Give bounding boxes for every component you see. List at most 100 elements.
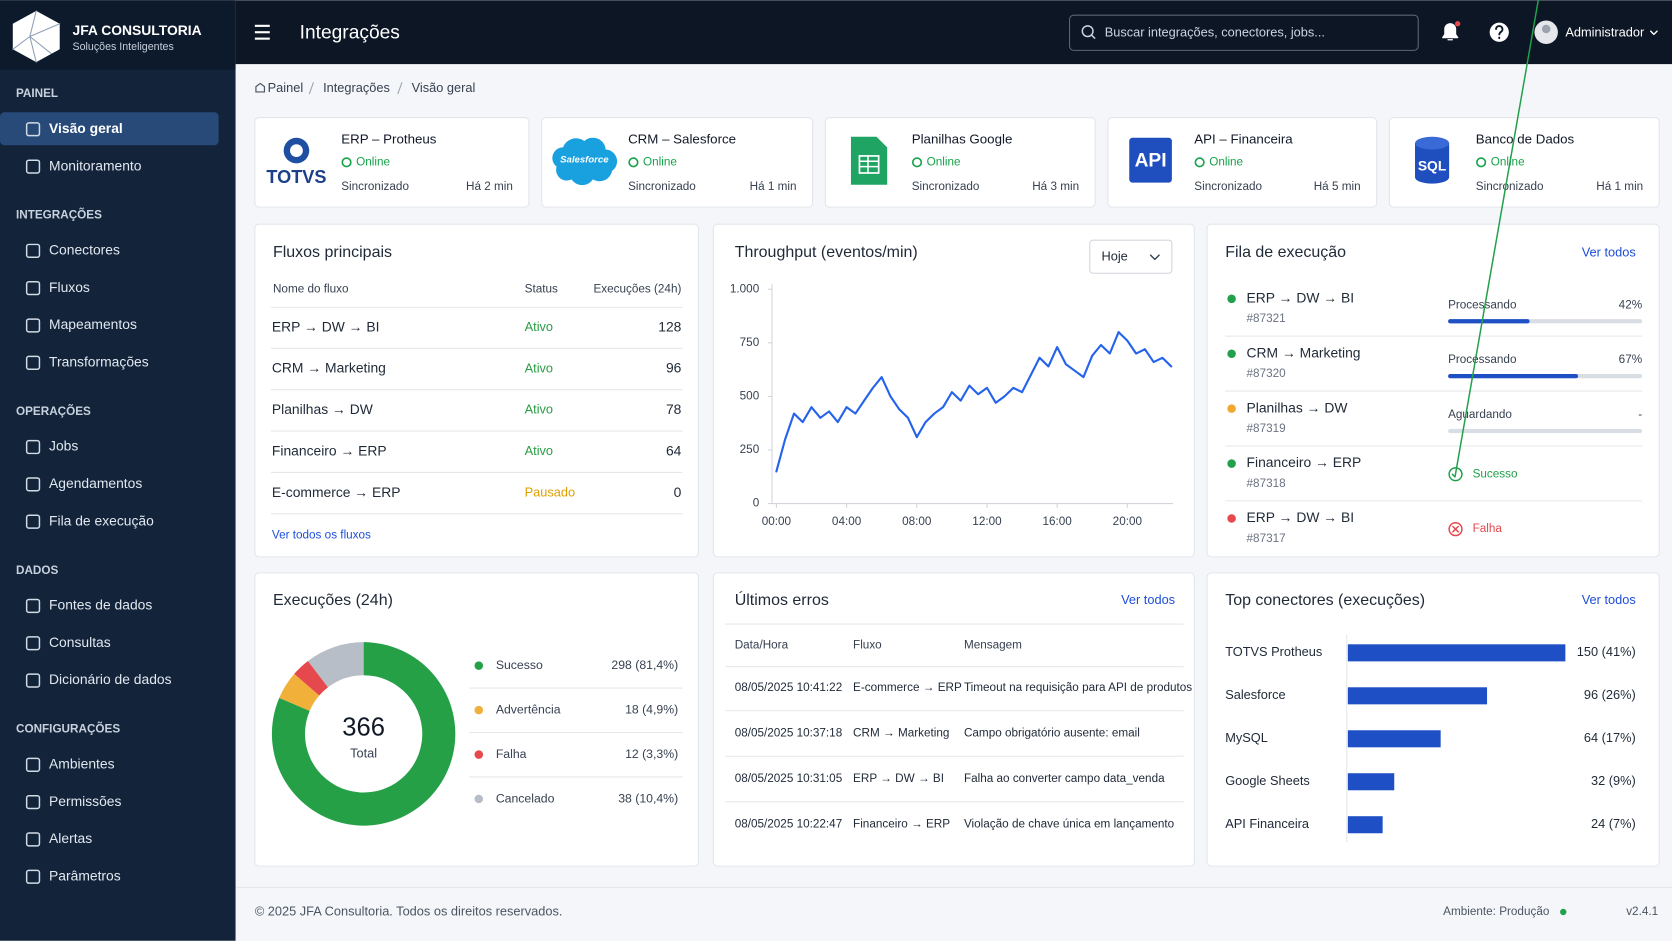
brand-name: JFA CONSULTORIA: [73, 22, 202, 38]
panel-title: Fluxos principais: [273, 244, 392, 261]
user-name[interactable]: Administrador: [1565, 25, 1645, 40]
breadcrumb-item: Visão geral: [412, 80, 476, 95]
error-cell: Campo obrigatório ausente: email: [964, 727, 1140, 740]
queue-id: #87318: [1247, 477, 1287, 490]
panel: [712, 223, 1195, 558]
breadcrumb-separator: [308, 82, 315, 95]
bar-value-label: 96 (26%): [1584, 687, 1636, 702]
search-icon: [1081, 25, 1094, 38]
flow-name: ERP → DW → BI: [272, 318, 380, 334]
bar: [1347, 730, 1441, 748]
sidebar-item-label: Parâmetros: [49, 867, 121, 883]
connector-name: Planilhas Google: [912, 131, 1013, 146]
sql-logo: [1415, 143, 1450, 184]
error-cell: 08/05/2025 10:37:18: [735, 727, 843, 740]
footer-environment: Ambiente: Produção: [1443, 905, 1550, 918]
connector-sync: Sincronizado: [341, 180, 409, 193]
sidebar-icon: [25, 439, 41, 455]
environment-dot: [1560, 908, 1567, 916]
status-icon: [341, 157, 352, 168]
topbar: [235, 0, 1672, 65]
table-header: Fluxo: [853, 638, 882, 651]
queue-id: #87320: [1247, 367, 1287, 380]
legend-label: Advertência: [496, 702, 561, 716]
donut-segment: [294, 661, 329, 696]
queue-progress-label: 42%: [1619, 298, 1642, 311]
view-all-link[interactable]: Ver todos os fluxos: [272, 529, 371, 542]
sidebar: [0, 0, 236, 941]
connector-status: Online: [927, 155, 961, 168]
search-placeholder: Buscar integrações, conectores, jobs...: [1105, 25, 1325, 40]
connector-logo-text: Salesforce: [560, 155, 609, 166]
flow-name: Planilhas → DW: [272, 401, 374, 417]
bar-value-label: 32 (9%): [1591, 773, 1636, 788]
queue-status: Falha: [1473, 522, 1503, 535]
sidebar-item[interactable]: [0, 112, 219, 146]
view-all-link[interactable]: Ver todos: [1582, 592, 1636, 607]
table-header: Execuções (24h): [593, 282, 681, 295]
connector-card: [254, 117, 530, 208]
legend-value: 38 (10,4%): [618, 791, 678, 805]
help-mark: [1495, 25, 1504, 40]
status-icon: [911, 157, 923, 168]
sidebar-item-label: Fluxos: [49, 279, 90, 295]
y-tick-label: 0: [753, 497, 760, 510]
sidebar-item-label: Monitoramento: [49, 157, 142, 173]
connector-card: [824, 117, 1096, 208]
panel-title: Throughput (eventos/min): [735, 244, 918, 261]
sidebar-item-label: Alertas: [49, 830, 92, 846]
sidebar-section: OPERAÇÕES: [16, 405, 91, 418]
queue-dot: [1227, 459, 1236, 468]
x-tick-label: 00:00: [762, 515, 792, 528]
sidebar-icon: [25, 243, 41, 258]
search-box[interactable]: [1068, 14, 1419, 51]
connector-name: API – Financeira: [1194, 131, 1293, 146]
flow-status: Pausado: [525, 484, 575, 499]
panel-title: Últimos erros: [735, 590, 829, 609]
search-icon-handle: [1091, 34, 1096, 40]
error-cell: Financeiro → ERP: [853, 818, 950, 831]
period-select[interactable]: [1089, 239, 1173, 274]
flow-status: Ativo: [525, 443, 553, 458]
sidebar-item-label: Fila de execução: [49, 512, 154, 528]
connector-card: [541, 117, 814, 208]
throughput-line: [775, 331, 1173, 473]
error-cell: Violação de chave única em lançamento: [964, 818, 1175, 831]
salesforce-cloud: [552, 137, 618, 186]
home-icon: [255, 82, 266, 93]
x-tick-label: 20:00: [1113, 515, 1143, 528]
sidebar-icon: [25, 477, 41, 492]
sidebar-icon: [25, 355, 41, 370]
queue-status-icon: [1448, 522, 1463, 537]
connector-time: Há 1 min: [750, 180, 797, 193]
breadcrumb-item[interactable]: Integrações: [323, 80, 390, 95]
sidebar-icon: [25, 514, 41, 529]
flow-name: E-commerce → ERP: [272, 484, 401, 500]
queue-status-glyph: [1452, 525, 1459, 533]
y-tick-label: 750: [740, 336, 760, 349]
error-cell: 08/05/2025 10:31:05: [735, 772, 843, 785]
sidebar-item-label: Dicionário de dados: [49, 671, 172, 687]
x-tick-label: 12:00: [972, 515, 1002, 528]
brand-logo: [12, 10, 60, 63]
panel: [254, 223, 699, 558]
bar-value-label: 150 (41%): [1577, 644, 1636, 659]
donut-segment: [279, 673, 320, 711]
queue-status: Sucesso: [1473, 467, 1518, 480]
flow-status: Ativo: [525, 319, 553, 334]
error-cell: CRM → Marketing: [853, 727, 949, 740]
sidebar-icon: [25, 794, 41, 810]
footer-version: v2.4.1: [1626, 905, 1658, 918]
view-all-link[interactable]: Ver todos: [1121, 592, 1175, 607]
connector-sync: Sincronizado: [1476, 180, 1544, 193]
view-all-link[interactable]: Ver todos: [1582, 244, 1636, 259]
breadcrumb-item[interactable]: Painel: [268, 80, 304, 95]
period-select-label: Hoje: [1102, 249, 1128, 264]
footer-copyright: © 2025 JFA Consultoria. Todos os direito…: [255, 903, 563, 918]
connector-time: Há 1 min: [1596, 180, 1643, 193]
progress-track: [1448, 428, 1643, 434]
panel-title: Execuções (24h): [273, 592, 393, 609]
error-cell: 08/05/2025 10:22:47: [735, 818, 843, 831]
bell-icon[interactable]: [1442, 23, 1459, 41]
sidebar-icon: [25, 757, 41, 772]
